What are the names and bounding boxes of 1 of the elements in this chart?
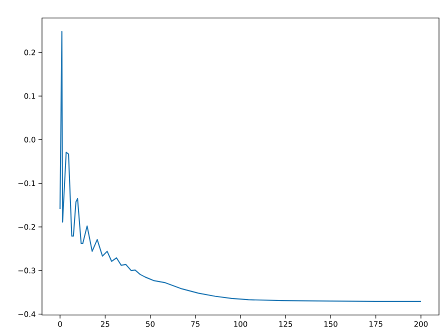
line-series: [59, 30, 422, 302]
